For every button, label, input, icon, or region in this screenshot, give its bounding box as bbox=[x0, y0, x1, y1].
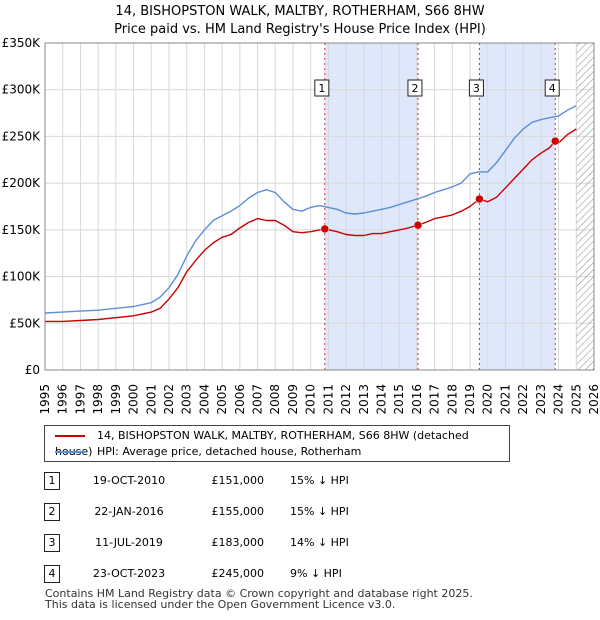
y-tick-label: £50K bbox=[9, 316, 41, 330]
sale-point bbox=[550, 136, 560, 146]
y-tick-label: £350K bbox=[2, 36, 42, 50]
x-tick-label: 2000 bbox=[127, 384, 141, 415]
sale-marker-box bbox=[407, 79, 423, 97]
series-line-property bbox=[45, 128, 577, 323]
x-tick-label: 2024 bbox=[552, 384, 566, 415]
y-tick-label: £0 bbox=[25, 363, 40, 377]
chart-legend: 14, BISHOPSTON WALK, MALTBY, ROTHERHAM, … bbox=[44, 425, 510, 462]
x-tick-label: 2018 bbox=[445, 384, 459, 415]
sale-number-badge: 2 bbox=[44, 503, 60, 521]
sale-marker-label: 4 bbox=[544, 79, 560, 97]
sale-hpi-diff: 14% ↓ HPI bbox=[290, 536, 349, 549]
x-tick-label: 2002 bbox=[162, 384, 176, 415]
x-tick-label: 2003 bbox=[180, 384, 194, 415]
sale-row: 1 19-OCT-2010 £151,000 15% ↓ HPI bbox=[44, 472, 444, 492]
sale-date: 22-JAN-2016 bbox=[94, 505, 164, 518]
x-tick-label: 2017 bbox=[428, 384, 442, 415]
x-tick-label: 2023 bbox=[534, 384, 548, 415]
x-tick-label: 2011 bbox=[321, 384, 335, 415]
x-tick-label: 2014 bbox=[374, 384, 388, 415]
x-tick-label: 2020 bbox=[481, 384, 495, 415]
sale-point bbox=[320, 224, 330, 234]
sale-marker-label: 3 bbox=[468, 79, 484, 97]
x-tick-label: 2010 bbox=[304, 384, 318, 415]
sale-point bbox=[413, 220, 423, 230]
future-hatch-area bbox=[576, 43, 594, 370]
x-tick-label: 2019 bbox=[463, 384, 477, 415]
price-chart: 1 2 3 4 £0 £50K £100K £150K £200K £250K £300K £350… bbox=[2, 36, 600, 415]
sale-marker-label: 2 bbox=[407, 79, 423, 97]
sale-date: 11-JUL-2019 bbox=[95, 536, 163, 549]
footer-line1: Contains HM Land Registry data © Crown c… bbox=[45, 587, 473, 600]
sale-marker-number: 4 bbox=[549, 82, 556, 95]
sale-price: £183,000 bbox=[211, 536, 265, 549]
ownership-shade bbox=[479, 43, 556, 370]
x-tick-label: 2001 bbox=[144, 384, 158, 415]
sale-marker-number: 2 bbox=[411, 82, 418, 95]
legend-item-property: 14, BISHOPSTON WALK, MALTBY, ROTHERHAM, … bbox=[55, 428, 509, 458]
x-tick-label: 2004 bbox=[197, 384, 211, 415]
sale-number-badge: 4 bbox=[44, 565, 60, 583]
x-tick-label: 2007 bbox=[251, 384, 265, 415]
y-tick-label: £100K bbox=[2, 270, 42, 284]
chart-title-line1: 14, BISHOPSTON WALK, MALTBY, ROTHERHAM, … bbox=[115, 4, 485, 19]
footer-attribution: Contains HM Land Registry data © Crown c… bbox=[45, 588, 473, 610]
legend-label-property: 14, BISHOPSTON WALK, MALTBY, ROTHERHAM, … bbox=[55, 429, 469, 458]
x-tick-label: 2009 bbox=[286, 384, 300, 415]
sale-row: 4 23-OCT-2023 £245,000 9% ↓ HPI bbox=[44, 565, 444, 585]
sale-date: 19-OCT-2010 bbox=[92, 474, 166, 487]
sale-hpi-diff: 9% ↓ HPI bbox=[290, 567, 342, 580]
x-tick-label: 2015 bbox=[392, 384, 406, 415]
series-line-hpi bbox=[44, 104, 577, 314]
legend-swatch-property bbox=[55, 435, 85, 437]
sale-hpi-diff: 15% ↓ HPI bbox=[290, 474, 349, 487]
y-tick-label: £250K bbox=[2, 129, 42, 143]
y-tick-label: £200K bbox=[2, 176, 42, 190]
y-tick-label: £150K bbox=[2, 223, 42, 237]
sale-marker-label: 1 bbox=[314, 79, 330, 97]
sale-row: 2 22-JAN-2016 £155,000 15% ↓ HPI bbox=[44, 503, 444, 523]
sale-price: £151,000 bbox=[211, 474, 265, 487]
sale-hpi-diff: 15% ↓ HPI bbox=[290, 505, 349, 518]
legend-label-hpi: HPI: Average price, detached house, Roth… bbox=[97, 445, 362, 458]
x-tick-label: 1999 bbox=[109, 384, 123, 415]
x-tick-label: 2025 bbox=[569, 384, 583, 415]
sale-number-badge: 3 bbox=[44, 534, 60, 552]
legend-item-hpi: HPI: Average price, detached house, Roth… bbox=[55, 444, 361, 460]
x-tick-label: 2013 bbox=[357, 384, 371, 415]
sale-marker-number: 3 bbox=[473, 82, 480, 95]
sale-marker-box bbox=[544, 79, 560, 97]
sale-marker-number: 1 bbox=[318, 82, 325, 95]
footer-line2: This data is licensed under the Open Gov… bbox=[45, 598, 396, 611]
plot-frame bbox=[44, 42, 595, 371]
sale-marker-box bbox=[468, 79, 484, 97]
sale-marker-box bbox=[314, 79, 330, 97]
x-tick-label: 2012 bbox=[339, 384, 353, 415]
x-tick-label: 2005 bbox=[215, 384, 229, 415]
x-tick-label: 2006 bbox=[233, 384, 247, 415]
chart-title-line2: Price paid vs. HM Land Registry's House … bbox=[114, 22, 486, 37]
x-tick-label: 2016 bbox=[410, 384, 424, 415]
x-tick-label: 2022 bbox=[516, 384, 530, 415]
x-tick-label: 1998 bbox=[91, 384, 105, 415]
sale-price: £245,000 bbox=[211, 567, 265, 580]
sale-date: 23-OCT-2023 bbox=[92, 567, 166, 580]
x-tick-label: 2026 bbox=[587, 384, 600, 415]
sale-price: £155,000 bbox=[211, 505, 265, 518]
chart-title: 14, BISHOPSTON WALK, MALTBY, ROTHERHAM, … bbox=[0, 3, 600, 39]
legend-swatch-hpi bbox=[55, 451, 85, 453]
x-tick-label: 1995 bbox=[38, 384, 52, 415]
ownership-shade bbox=[324, 43, 418, 370]
x-tick-label: 2021 bbox=[498, 384, 512, 415]
x-tick-label: 1996 bbox=[56, 384, 70, 415]
x-tick-label: 1997 bbox=[73, 384, 87, 415]
sale-point bbox=[475, 194, 484, 204]
sale-number-badge: 1 bbox=[44, 472, 60, 490]
sale-row: 3 11-JUL-2019 £183,000 14% ↓ HPI bbox=[44, 534, 444, 554]
x-tick-label: 2008 bbox=[268, 384, 282, 415]
y-tick-label: £300K bbox=[2, 83, 42, 97]
